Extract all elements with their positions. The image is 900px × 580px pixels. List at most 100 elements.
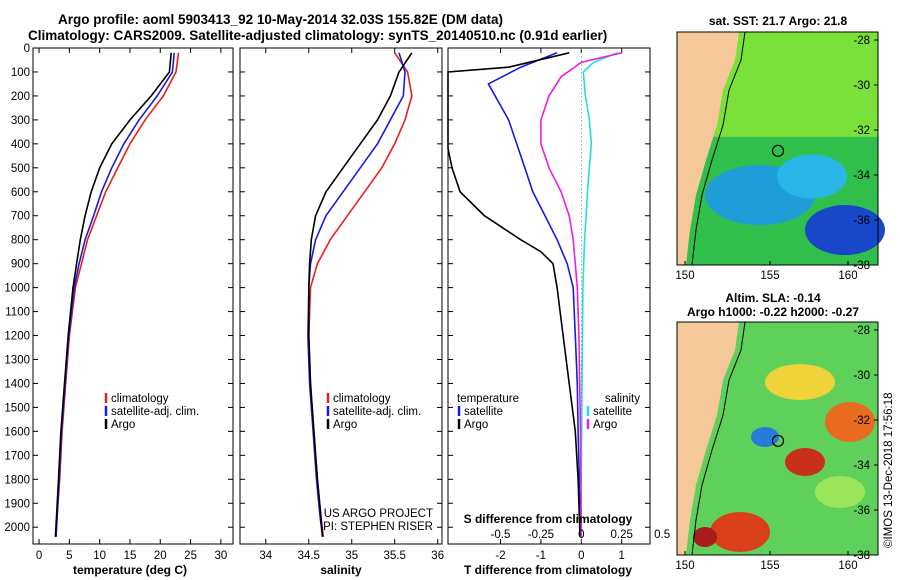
depth-tick-label: 200 xyxy=(11,91,30,103)
x-tick-label: 25 xyxy=(184,550,197,562)
legend-label: Argo xyxy=(464,419,488,431)
x-tick-label: 15 xyxy=(124,550,137,562)
map-y-tick-label: -28 xyxy=(853,325,870,337)
sla-map-panel: 150 155 160 -28 -30 -32 -34 -36 -38 xyxy=(675,321,879,572)
legend-temperature-title: temperature xyxy=(457,393,519,405)
series-line-satellite xyxy=(487,52,582,537)
depth-tick-label: 800 xyxy=(11,235,30,247)
x-tick-label: 0 xyxy=(36,550,42,562)
depth-tick-label: 1800 xyxy=(4,474,30,486)
legend-salinity-title: salinity xyxy=(605,393,640,405)
legend-label: satellite-adj. clim. xyxy=(333,406,421,418)
cold-water-patch xyxy=(805,205,885,256)
difference-panel-frame xyxy=(447,47,651,545)
legend-label: Argo xyxy=(333,419,357,431)
map-x-tick-label: 160 xyxy=(838,560,857,572)
depth-contour-line xyxy=(691,321,746,556)
x-tick-label: 10 xyxy=(93,550,106,562)
float-position-marker xyxy=(771,434,785,447)
legend-label: Argo xyxy=(111,419,135,431)
depth-tick-label: 400 xyxy=(11,139,30,151)
series-line-argo xyxy=(54,52,172,537)
sst-map-title: sat. SST: 21.7 Argo: 21.8 xyxy=(709,14,848,28)
depth-tick-label: 100 xyxy=(11,67,30,79)
map-y-tick-label: -32 xyxy=(853,125,870,137)
series-line-argo xyxy=(307,52,413,537)
x-tick-label: 0 xyxy=(578,550,584,562)
x-tick-label: 5 xyxy=(66,550,72,562)
australia-land xyxy=(677,322,739,555)
temperature-panel-frame xyxy=(32,47,234,545)
sla-high-patch xyxy=(765,364,835,400)
map-y-tick-label: -36 xyxy=(853,505,870,517)
project-annotation-line1: US ARGO PROJECT xyxy=(324,508,433,520)
sla-low-patch xyxy=(751,427,779,447)
legend-label: satellite xyxy=(593,406,632,418)
salinity-diff-scale-label: S difference from climatology xyxy=(464,512,633,526)
series-line-satellite-adj-clim- xyxy=(55,52,175,537)
depth-tick-label: 300 xyxy=(11,115,30,127)
map-x-tick-label: 155 xyxy=(760,270,779,282)
map-frame xyxy=(676,321,879,556)
map-y-tick-label: -30 xyxy=(853,370,870,382)
depth-tick-label: 1200 xyxy=(4,331,30,343)
depth-tick-label: 700 xyxy=(11,211,30,223)
legend-label: satellite xyxy=(464,406,503,418)
map-frame xyxy=(676,31,879,266)
depth-tick-label: 1600 xyxy=(4,426,30,438)
x-tick-label: -2 xyxy=(495,550,505,562)
chart-title-line1: Argo profile: aoml 5903413_92 10-May-201… xyxy=(58,12,503,27)
salinity-panel-frame xyxy=(239,47,443,545)
s-diff-tick-label: -0.25 xyxy=(528,529,554,541)
map-y-tick-label: -38 xyxy=(853,550,870,562)
australia-land xyxy=(677,32,739,265)
depth-tick-label: 0 xyxy=(24,43,30,55)
credit-timestamp: ©IMOS 13-Dec-2018 17:56:18 xyxy=(883,392,895,548)
s-diff-tick-label: 0.25 xyxy=(611,529,633,541)
x-tick-label: 20 xyxy=(154,550,167,562)
map-y-tick-label: -32 xyxy=(853,415,870,427)
sla-high-patch xyxy=(710,512,770,552)
sla-high-patch xyxy=(785,448,825,476)
depth-tick-label: 1700 xyxy=(4,450,30,462)
depth-tick-label: 1300 xyxy=(4,354,30,366)
map-y-tick-label: -34 xyxy=(853,460,870,472)
sla-high-patch xyxy=(693,527,717,547)
map-y-tick-label: -38 xyxy=(853,260,870,272)
sla-map-title-line1: Altim. SLA: -0.14 xyxy=(725,291,821,305)
map-y-tick-label: -28 xyxy=(853,35,870,47)
depth-tick-label: 900 xyxy=(11,259,30,271)
depth-contour-line xyxy=(691,31,746,266)
x-tick-label: 35 xyxy=(345,550,358,562)
depth-tick-label: 2000 xyxy=(4,522,30,534)
cool-water-patch xyxy=(777,154,847,199)
depth-tick-label: 1000 xyxy=(4,283,30,295)
s-diff-tick-label: -0.5 xyxy=(491,529,511,541)
depth-axis: 0 100 200 300 400 500 600 700 800 900 1000 1100 1200… xyxy=(4,43,30,534)
x-tick-label: 34.5 xyxy=(298,550,320,562)
map-x-tick-label: 150 xyxy=(675,270,694,282)
float-position-marker xyxy=(771,144,785,157)
depth-tick-label: 1900 xyxy=(4,498,30,510)
depth-tick-label: 1100 xyxy=(5,307,30,319)
sla-map-title-line2: Argo h1000: -0.22 h2000: -0.27 xyxy=(687,305,859,319)
series-line-argo xyxy=(447,52,581,537)
map-x-tick-label: 160 xyxy=(838,270,857,282)
x-tick-label: 36 xyxy=(431,550,444,562)
map-y-tick-label: -30 xyxy=(853,80,870,92)
s-diff-tick-label: 0.5 xyxy=(654,529,670,541)
legend-label: climatology xyxy=(111,393,169,405)
sst-map-panel: 150 155 160 -28 -30 -32 -34 -36 -38 xyxy=(675,31,885,282)
chart-title-line2: Climatology: CARS2009. Satellite-adjuste… xyxy=(28,28,608,43)
x-tick-label: 35.5 xyxy=(384,550,406,562)
sla-high-patch xyxy=(825,402,875,442)
difference-panel: -2 -1 0 1 -0.5 -0.25 0 0.25 0.5 temperature salini… xyxy=(447,47,670,562)
depth-tick-label: 600 xyxy=(11,187,30,199)
x-tick-label: -1 xyxy=(536,550,546,562)
series-line-satellite-adj-clim- xyxy=(307,52,406,537)
series-line-climatology xyxy=(307,52,413,537)
temperature-xlabel: temperature (deg C) xyxy=(73,563,187,577)
salinity-panel: 34 34.5 35 35.5 36 climatologysatellite-adj. … xyxy=(240,47,444,562)
series-line-climatology xyxy=(55,52,180,537)
